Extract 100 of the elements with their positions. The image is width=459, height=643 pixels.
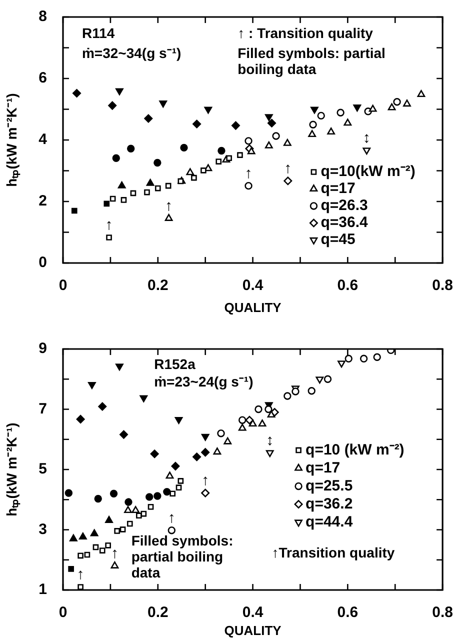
point	[176, 484, 182, 490]
point	[264, 114, 273, 122]
y-tick-label: 1	[38, 581, 47, 598]
annotation: R114	[82, 25, 115, 42]
point	[308, 387, 316, 395]
point	[146, 178, 154, 186]
point	[201, 488, 210, 498]
annotation: ↑Transition quality	[272, 544, 395, 561]
point	[217, 430, 225, 438]
point	[254, 405, 262, 414]
point	[110, 561, 119, 568]
y-axis-title: hₜₚ(kW m⁻²K⁻¹)	[3, 422, 20, 516]
point	[165, 182, 172, 189]
annotation: ↑	[76, 566, 84, 584]
annotation: ↑	[284, 160, 292, 178]
point	[154, 185, 161, 192]
point	[362, 148, 371, 155]
annotation: ↑	[165, 198, 173, 215]
legend-label: q=10 (kW m⁻²)	[306, 441, 404, 458]
point	[126, 520, 133, 527]
point	[191, 174, 197, 181]
annotation: ↕	[362, 129, 370, 146]
point	[373, 353, 381, 361]
point	[127, 144, 135, 152]
point	[114, 528, 120, 534]
point	[64, 489, 73, 497]
point	[130, 190, 136, 196]
x-tick-label: 0.4	[242, 604, 264, 622]
point	[238, 416, 246, 424]
point	[116, 88, 124, 96]
point	[112, 154, 120, 162]
point	[338, 360, 346, 368]
point	[78, 532, 87, 540]
x-tick-label: 0.8	[432, 277, 454, 294]
point	[170, 490, 176, 497]
point	[204, 106, 212, 114]
point	[108, 101, 117, 110]
x-tick-label: 0	[58, 604, 68, 622]
point	[417, 90, 426, 98]
point	[84, 552, 90, 558]
point	[213, 448, 222, 455]
point	[124, 506, 132, 514]
point	[110, 490, 118, 498]
point	[360, 354, 368, 362]
point	[368, 104, 377, 112]
point	[327, 128, 336, 135]
point	[174, 416, 183, 424]
point	[266, 450, 274, 458]
legend-label: q=17	[306, 459, 340, 476]
point	[68, 566, 74, 572]
annotation: ↑	[110, 545, 118, 562]
point	[78, 552, 84, 559]
point	[258, 420, 266, 427]
point	[310, 106, 318, 114]
point	[200, 168, 206, 174]
annotation: ↑	[244, 164, 252, 182]
legend-label: q=44.4	[306, 513, 354, 530]
x-tick-label: 0.6	[337, 277, 358, 294]
point	[237, 152, 243, 158]
point	[238, 424, 246, 431]
point	[201, 448, 210, 457]
point	[166, 472, 174, 479]
point	[178, 478, 184, 484]
annotation: R152a	[154, 356, 196, 372]
point	[272, 132, 280, 140]
point	[171, 462, 180, 470]
annotation: ↕	[266, 432, 274, 449]
annotation: ↑	[202, 472, 210, 490]
point	[104, 200, 110, 207]
legend-label: q=36.4	[320, 214, 368, 232]
point	[110, 196, 116, 202]
point	[140, 510, 147, 517]
y-tick-label: 3	[38, 520, 47, 538]
point	[201, 434, 210, 441]
point	[106, 234, 112, 240]
annotation: ṁ=32~34(g s⁻¹)	[82, 44, 182, 61]
point	[146, 493, 154, 501]
point	[353, 104, 362, 112]
legend-label: q=25.5	[306, 477, 353, 494]
point	[136, 512, 142, 519]
annotation: ↑	[105, 216, 113, 234]
point	[393, 98, 401, 106]
point	[216, 158, 222, 164]
point	[192, 452, 202, 462]
point	[154, 158, 162, 167]
point	[105, 542, 111, 548]
point	[69, 534, 78, 542]
point	[244, 137, 252, 145]
point	[164, 214, 173, 221]
annotation: Filled symbols: partial boiling data	[238, 44, 386, 77]
annotation: ↑	[168, 509, 176, 526]
point	[316, 376, 324, 384]
point	[186, 168, 194, 176]
point	[403, 100, 411, 107]
y-tick-label: 4	[38, 131, 48, 148]
x-tick-label: 0.2	[147, 277, 168, 294]
annotation: ṁ=23~24(g s⁻¹)	[154, 374, 254, 390]
y-tick-label: 0	[38, 254, 47, 272]
point	[159, 100, 168, 108]
point	[344, 354, 352, 362]
